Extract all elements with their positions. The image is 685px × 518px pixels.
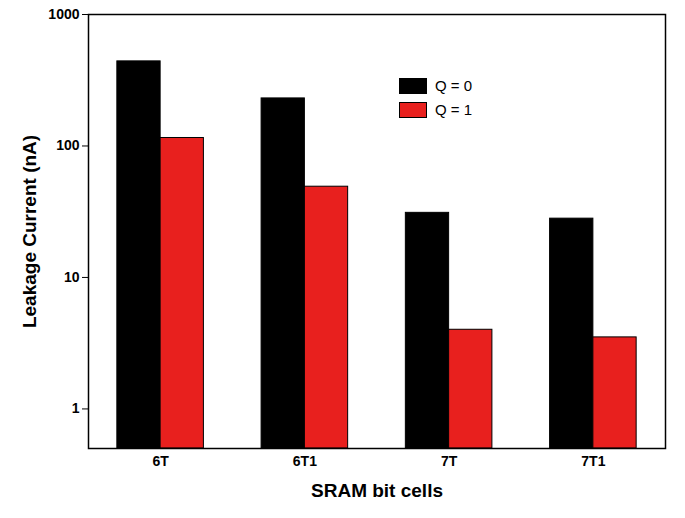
- svg-text:10: 10: [64, 269, 80, 285]
- svg-text:6T: 6T: [152, 453, 169, 469]
- svg-text:Leakage Current (nA): Leakage Current (nA): [19, 135, 40, 328]
- svg-text:7T: 7T: [441, 453, 458, 469]
- svg-text:1: 1: [72, 400, 80, 416]
- svg-text:6T1: 6T1: [293, 453, 317, 469]
- svg-text:7T1: 7T1: [581, 453, 605, 469]
- svg-text:SRAM bit cells: SRAM bit cells: [311, 480, 443, 501]
- html-text:Q = 0: Q = 0: [434, 77, 472, 94]
- svg-text:100: 100: [56, 137, 80, 153]
- html-text:Q = 1: Q = 1: [434, 101, 472, 118]
- svg-text:1000: 1000: [48, 6, 79, 22]
